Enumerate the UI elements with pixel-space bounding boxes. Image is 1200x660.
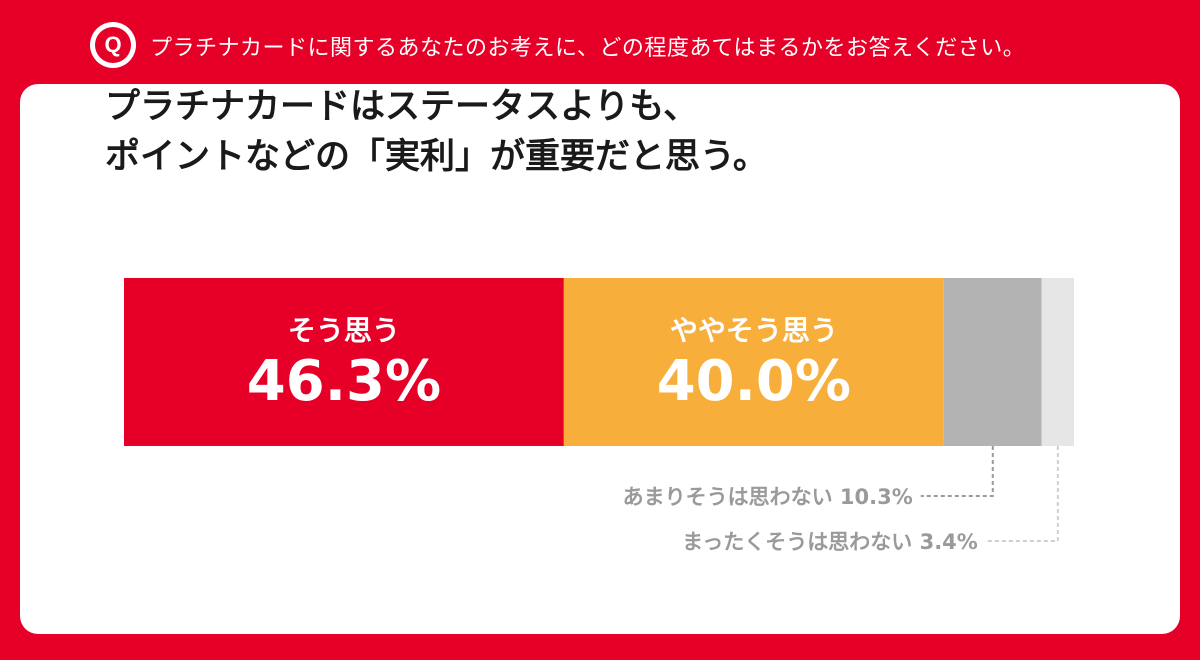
segment-category-label-2: ややそう思う xyxy=(670,314,838,347)
statement-title: プラチナカードはステータスよりも、 ポイントなどの「実利」が重要だと思う。 xyxy=(105,82,1005,182)
callout-label-3: あまりそうは思わない 10.3% xyxy=(623,485,913,509)
bar-segment-2 xyxy=(563,278,944,446)
segment-value-label-2: 40.0% xyxy=(657,349,851,414)
callout-leader-4 xyxy=(985,446,1059,542)
callout-leader-3 xyxy=(920,446,994,497)
question-badge-letter: Q xyxy=(95,27,131,63)
callout-label-4: まったくそうは思わない 3.4% xyxy=(682,530,978,554)
statement-line-2: ポイントなどの「実利」が重要だと思う。 xyxy=(105,137,768,177)
bar-segment-1 xyxy=(124,278,564,446)
question-text: プラチナカードに関するあなたのお考えに、どの程度あてはまるかをお答えください。 xyxy=(150,36,1026,61)
question-header: Q プラチナカードに関するあなたのお考えに、どの程度あてはまるかをお答えください… xyxy=(0,0,1200,84)
segment-value-label-1: 46.3% xyxy=(247,349,441,414)
statement-line-1: プラチナカードはステータスよりも、 xyxy=(105,87,699,127)
bar-segment-4 xyxy=(1041,278,1074,446)
bar-segment-3 xyxy=(943,278,1042,446)
segment-category-label-1: そう思う xyxy=(288,314,400,347)
question-badge: Q xyxy=(90,22,136,68)
